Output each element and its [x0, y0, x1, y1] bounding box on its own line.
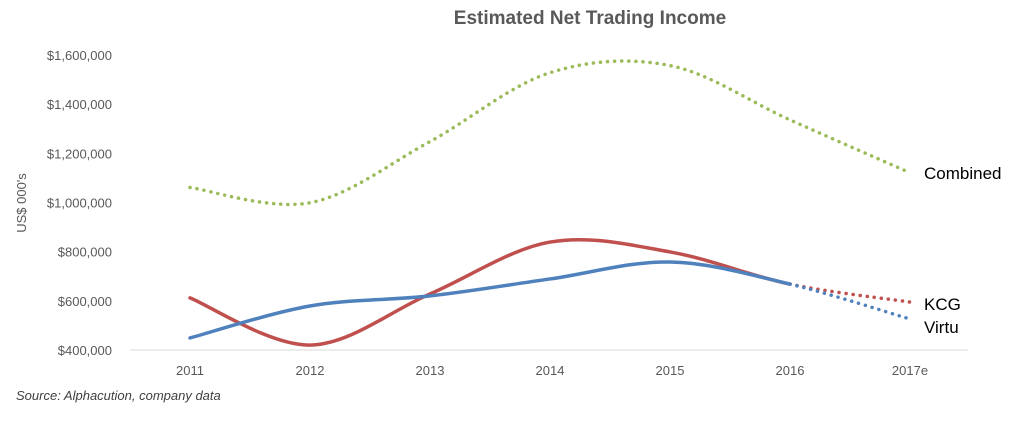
combined-line — [188, 59, 912, 207]
virtu-series-label: Virtu — [924, 318, 959, 337]
source-note: Source: Alphacution, company data — [16, 388, 221, 403]
virtu-line — [188, 260, 792, 340]
y-tick-label: $1,600,000 — [47, 48, 112, 63]
y-tick-label: $1,200,000 — [47, 146, 112, 161]
y-tick-label: $1,400,000 — [47, 97, 112, 112]
kcg-forecast-line — [788, 282, 912, 304]
chart-title: Estimated Net Trading Income — [454, 8, 726, 29]
y-tick-label: $400,000 — [58, 343, 112, 358]
y-axis-label: US$ 000's — [14, 173, 29, 233]
y-tick-label: $1,000,000 — [47, 196, 112, 211]
kcg-series-label: KCG — [924, 295, 961, 314]
x-tick-label: 2017e — [892, 363, 928, 378]
kcg-line — [188, 237, 792, 347]
y-tick-label: $600,000 — [58, 294, 112, 309]
x-tick-label: 2012 — [296, 363, 325, 378]
x-tick-label: 2013 — [416, 363, 445, 378]
y-tick-label: $800,000 — [58, 245, 112, 260]
x-tick-label: 2014 — [536, 363, 565, 378]
virtu-forecast-line — [788, 282, 912, 321]
combined-series-label: Combined — [924, 164, 1002, 183]
x-tick-label: 2011 — [176, 363, 204, 378]
x-tick-label: 2015 — [656, 363, 685, 378]
x-tick-label: 2016 — [776, 363, 805, 378]
